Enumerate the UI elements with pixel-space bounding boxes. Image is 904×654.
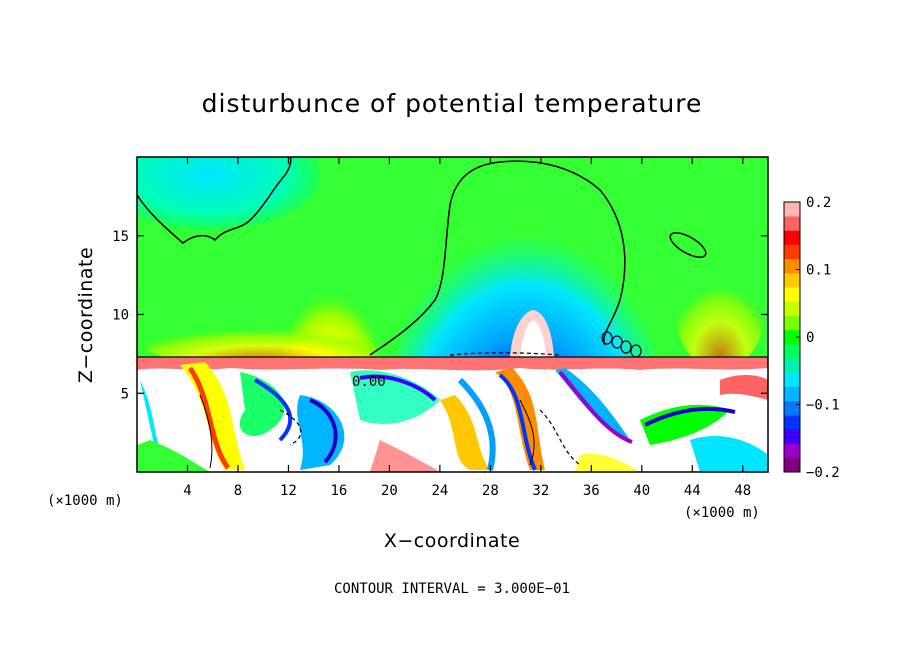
contour-solid-lower [199, 394, 213, 469]
contour-loop-right [669, 232, 707, 258]
colorbar: 0.2 0.1 0 −0.1 −0.2 [783, 195, 840, 481]
yellow-patch-right [675, 250, 765, 370]
colorbar-segment [784, 202, 800, 217]
x-tick-label: 44 [684, 483, 701, 499]
colorbar-segment [784, 273, 800, 288]
x-tick-label: 48 [734, 483, 751, 499]
colorbar-segment [784, 386, 800, 402]
x-tick-label: 20 [381, 483, 398, 499]
colorbar-segment [784, 372, 800, 388]
colorbar-segment [784, 287, 800, 302]
colorbar-segment [784, 301, 800, 316]
y-axis: 5 10 15 [112, 229, 768, 402]
contour-dashed-2 [279, 409, 302, 446]
colorbar-segment [784, 244, 800, 260]
colorbar-tick-label: 0 [806, 330, 814, 346]
x-tick-label: 24 [431, 483, 448, 499]
x-axis: 4 8 12 16 20 24 28 32 36 40 44 48 [183, 157, 751, 499]
cyan-region-top-left [137, 157, 320, 230]
colorbar-tick-label: −0.2 [806, 465, 840, 481]
x-tick-label: 8 [234, 483, 242, 499]
colorbar-segment [784, 344, 800, 359]
x-tick-label: 16 [330, 483, 347, 499]
colorbar-tick-label: 0.2 [806, 195, 831, 211]
x-tick-label: 32 [532, 483, 549, 499]
colorbar-segment [784, 443, 800, 459]
colorbar-segment [784, 358, 800, 373]
contour-line-dome [369, 160, 626, 356]
colorbar-segment [784, 258, 800, 274]
yellow-band [140, 312, 380, 368]
contour-label: 0.00 [352, 374, 386, 390]
x-unit-label: (×1000 m) [684, 505, 760, 521]
colorbar-segment [784, 329, 800, 345]
colorbar-tick-label: −0.1 [806, 398, 840, 414]
colorbar-segment [784, 230, 800, 245]
heatmap-field: 0.00 [137, 157, 768, 472]
z-axis-label: Z−coordinate [75, 247, 97, 383]
contour-dashed-1 [449, 352, 561, 356]
colorbar-segment [784, 315, 800, 331]
x-tick-label: 40 [633, 483, 650, 499]
chart-title: disturbunce of potential temperature [202, 89, 703, 118]
z-unit-label: (×1000 m) [47, 493, 123, 509]
x-tick-label: 36 [583, 483, 600, 499]
x-tick-label: 4 [183, 483, 191, 499]
colorbar-segment [784, 400, 800, 416]
colorbar-segment [784, 415, 800, 430]
y-tick-label: 10 [112, 308, 129, 324]
colorbar-tick-label: 0.1 [806, 263, 831, 279]
y-tick-label: 15 [112, 229, 129, 245]
contour-dashed-3 [539, 409, 581, 466]
x-tick-label: 28 [482, 483, 499, 499]
warm-core-inner [520, 320, 546, 357]
x-axis-label: X−coordinate [384, 530, 520, 552]
y-tick-label: 5 [121, 386, 129, 402]
colorbar-segment [784, 429, 800, 444]
turbulent-layer [137, 357, 768, 472]
contour-solid-lower-2 [519, 399, 535, 466]
colorbar-segment [784, 216, 800, 231]
x-tick-label: 12 [280, 483, 297, 499]
contour-interval-note: CONTOUR INTERVAL = 3.000E−01 [334, 581, 570, 597]
colorbar-segment [784, 457, 800, 473]
contour-line-top-left [137, 157, 292, 244]
